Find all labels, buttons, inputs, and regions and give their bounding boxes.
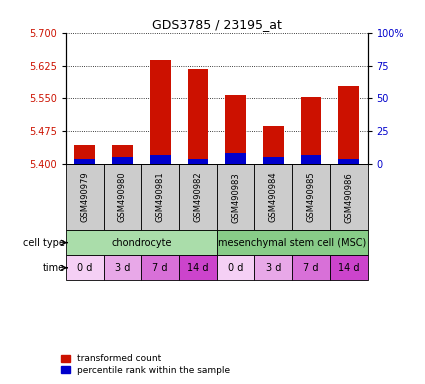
Bar xyxy=(300,156,321,164)
Text: GSM490983: GSM490983 xyxy=(231,172,240,223)
Bar xyxy=(187,159,208,164)
Bar xyxy=(217,164,255,230)
Bar xyxy=(187,69,208,164)
Bar xyxy=(300,97,321,164)
Bar xyxy=(74,144,95,164)
Bar xyxy=(330,255,368,280)
Text: mesenchymal stem cell (MSC): mesenchymal stem cell (MSC) xyxy=(218,238,366,248)
Bar xyxy=(225,153,246,164)
Text: 7 d: 7 d xyxy=(153,263,168,273)
Bar xyxy=(292,164,330,230)
Text: 3 d: 3 d xyxy=(115,263,130,273)
Bar xyxy=(330,164,368,230)
Bar xyxy=(74,159,95,164)
Bar xyxy=(263,126,284,164)
Bar xyxy=(225,95,246,164)
Text: GSM490986: GSM490986 xyxy=(344,172,353,223)
Text: 0 d: 0 d xyxy=(77,263,92,273)
Legend: transformed count, percentile rank within the sample: transformed count, percentile rank withi… xyxy=(60,354,231,376)
Bar xyxy=(66,255,104,280)
Text: 14 d: 14 d xyxy=(338,263,360,273)
Bar xyxy=(141,164,179,230)
Bar xyxy=(141,255,179,280)
Bar xyxy=(292,255,330,280)
Bar xyxy=(338,86,359,164)
Bar xyxy=(150,60,170,164)
Bar xyxy=(179,164,217,230)
Title: GDS3785 / 23195_at: GDS3785 / 23195_at xyxy=(152,18,282,31)
Text: GSM490979: GSM490979 xyxy=(80,172,89,222)
Text: cell type: cell type xyxy=(23,238,65,248)
Bar xyxy=(338,159,359,164)
Bar xyxy=(217,230,368,255)
Bar xyxy=(112,157,133,164)
Bar xyxy=(150,156,170,164)
Bar xyxy=(255,164,292,230)
Text: chondrocyte: chondrocyte xyxy=(111,238,172,248)
Bar xyxy=(112,146,133,164)
Text: 7 d: 7 d xyxy=(303,263,319,273)
Text: time: time xyxy=(43,263,65,273)
Bar xyxy=(104,164,141,230)
Bar xyxy=(66,230,217,255)
Text: GSM490984: GSM490984 xyxy=(269,172,278,222)
Bar xyxy=(104,255,141,280)
Text: GSM490982: GSM490982 xyxy=(193,172,202,222)
Text: 0 d: 0 d xyxy=(228,263,243,273)
Text: GSM490980: GSM490980 xyxy=(118,172,127,222)
Bar xyxy=(66,164,104,230)
Bar xyxy=(263,157,284,164)
Text: GSM490981: GSM490981 xyxy=(156,172,164,222)
Text: 14 d: 14 d xyxy=(187,263,209,273)
Bar xyxy=(179,255,217,280)
Bar xyxy=(217,255,255,280)
Bar xyxy=(255,255,292,280)
Text: 3 d: 3 d xyxy=(266,263,281,273)
Text: GSM490985: GSM490985 xyxy=(306,172,315,222)
